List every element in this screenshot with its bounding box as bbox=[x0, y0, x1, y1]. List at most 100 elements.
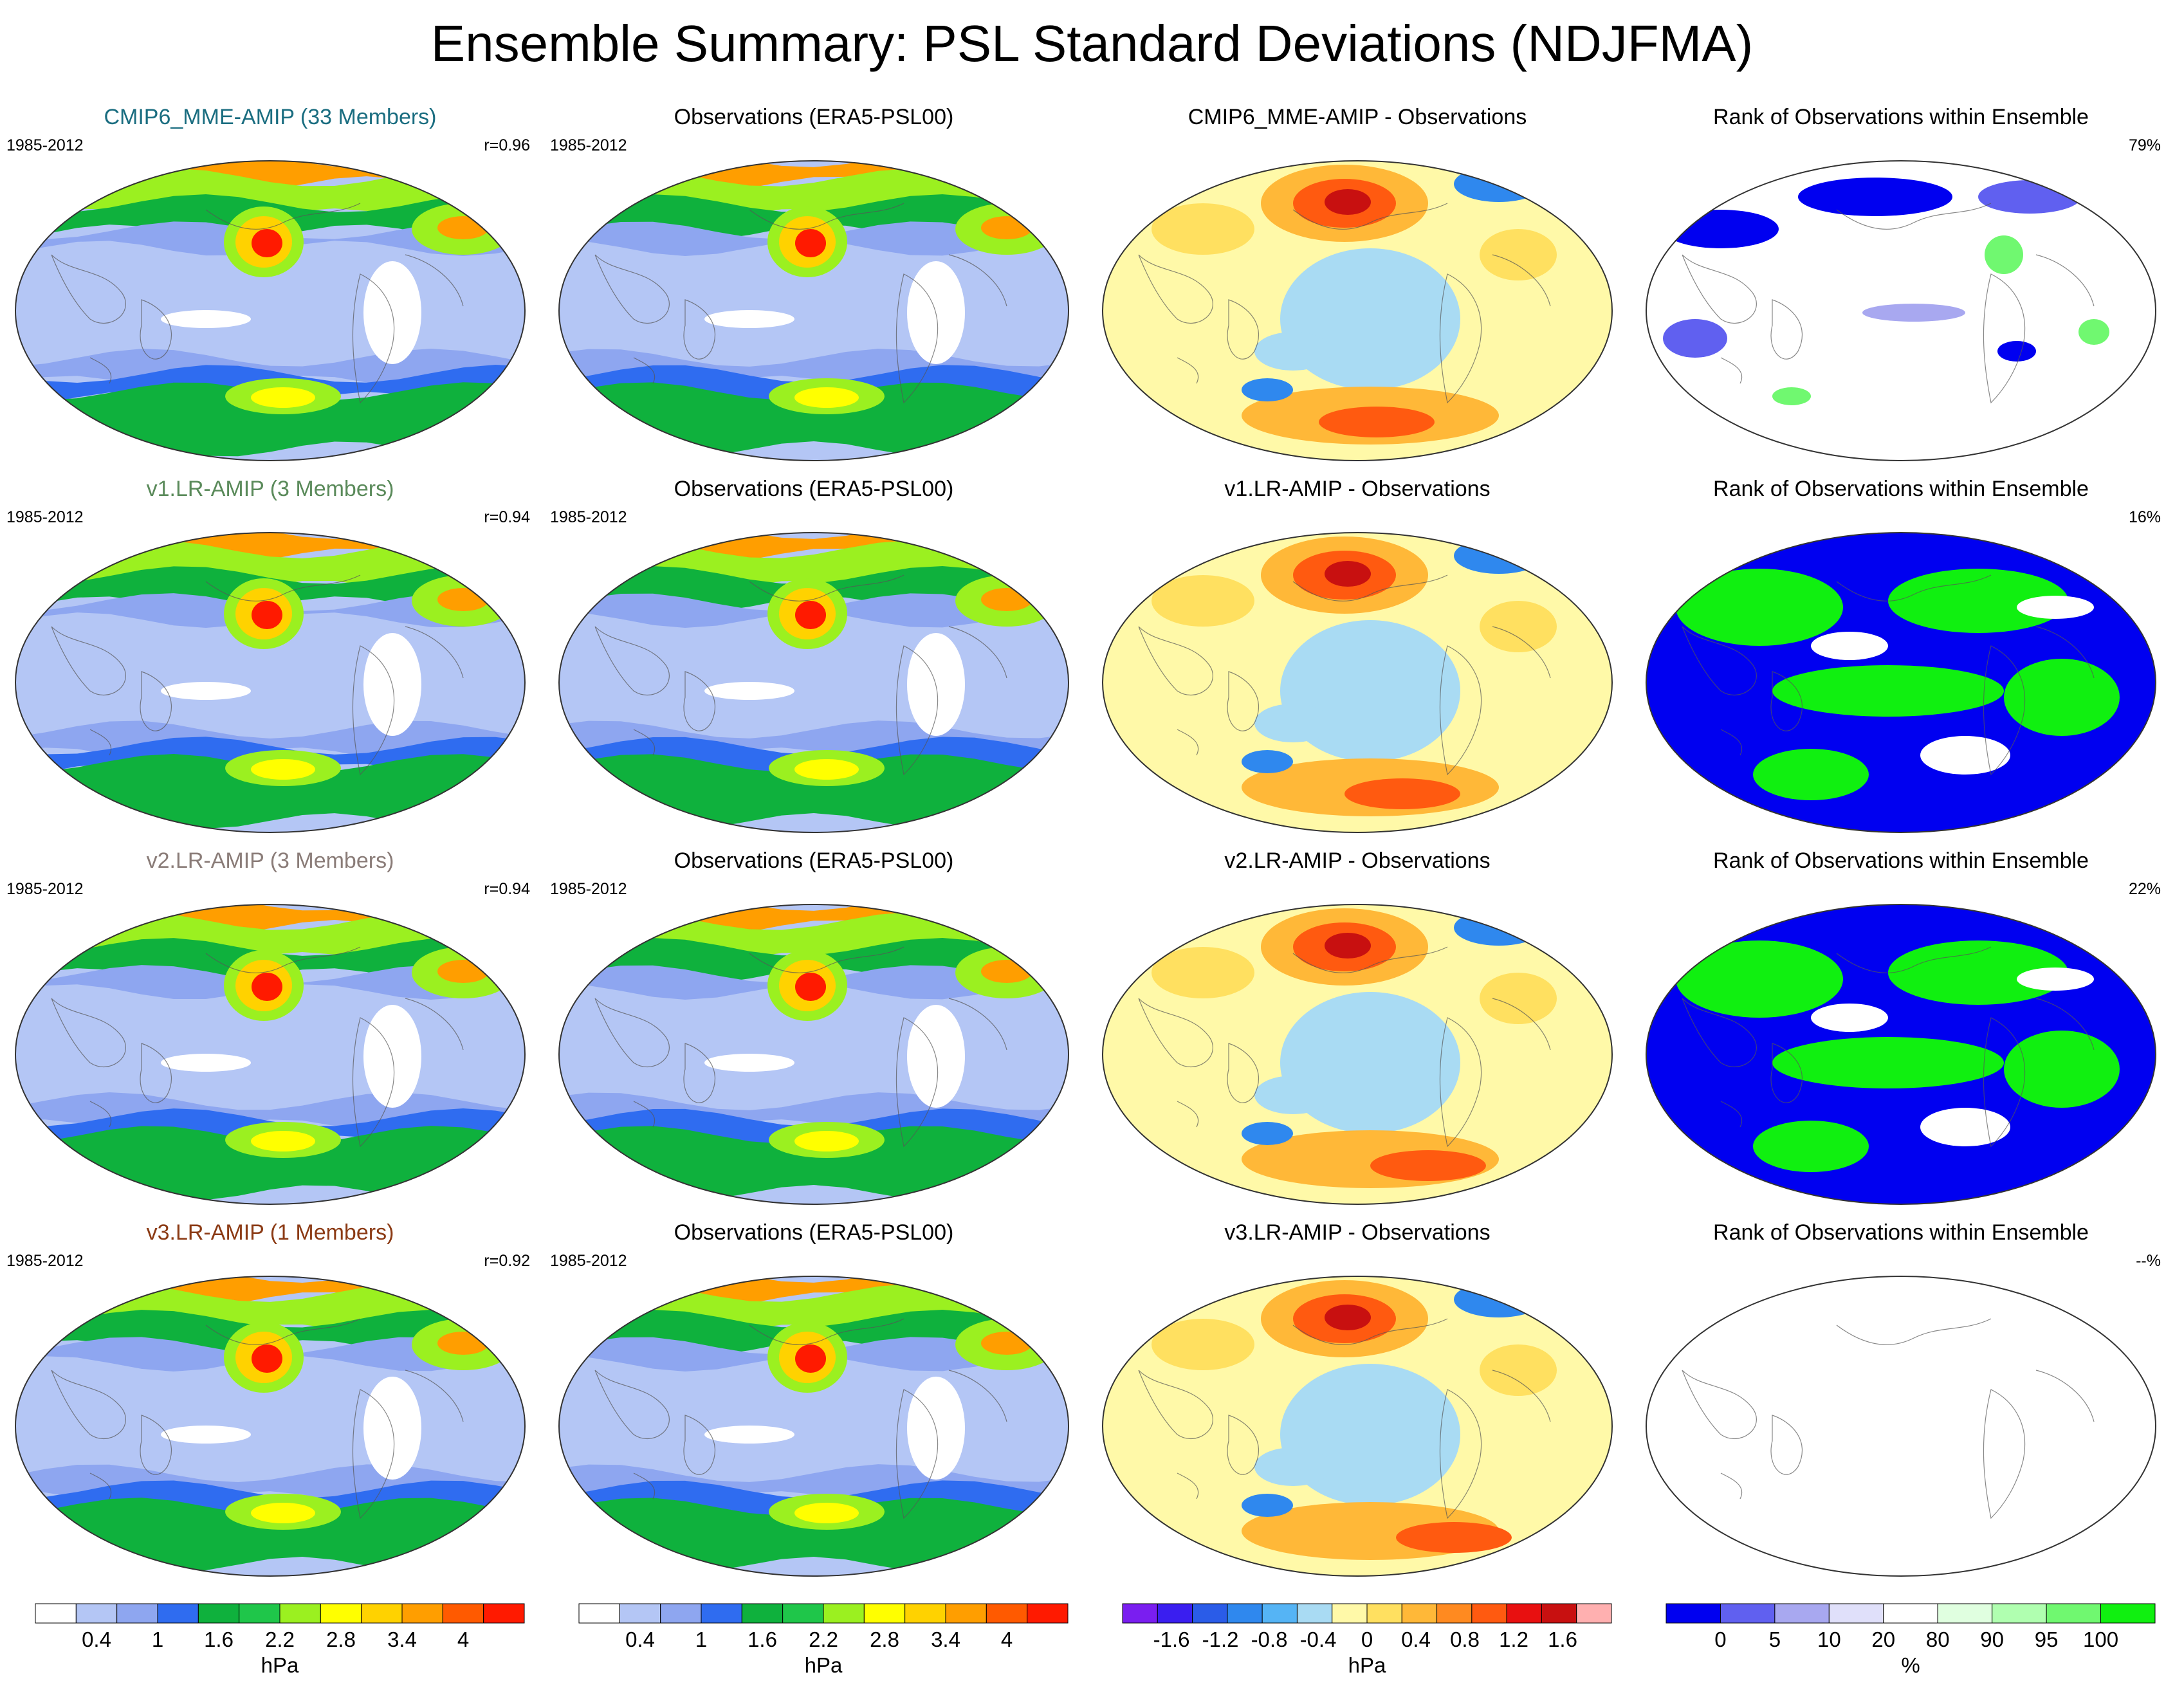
field-rank-mid-2 bbox=[1811, 1004, 1888, 1032]
map-diff bbox=[1102, 1276, 1613, 1577]
panel-correlation: r=0.94 bbox=[484, 880, 530, 898]
coastline bbox=[633, 1472, 656, 1500]
colorbar-tick-label: 3.4 bbox=[931, 1628, 960, 1651]
map-rank bbox=[1646, 904, 2156, 1205]
map-obs bbox=[558, 904, 1069, 1205]
colorbar-tick-label: 100 bbox=[2083, 1628, 2119, 1651]
coastline bbox=[205, 203, 361, 230]
coastline bbox=[1439, 1017, 1482, 1148]
coastline bbox=[1836, 946, 1992, 973]
coastline bbox=[948, 254, 1007, 307]
panel-title: v1.LR-AMIP (3 Members) bbox=[146, 477, 394, 501]
coastline bbox=[1292, 574, 1448, 601]
coastline bbox=[1720, 729, 1743, 756]
coastline bbox=[1983, 1389, 2026, 1519]
field-positive-north-core bbox=[1325, 1305, 1371, 1330]
field-weak-negative-2 bbox=[1254, 1447, 1332, 1486]
map-obs bbox=[558, 160, 1069, 461]
coastline bbox=[749, 946, 904, 973]
field-positive-south-core bbox=[1370, 1150, 1486, 1181]
field-low-tropics-2 bbox=[161, 310, 251, 328]
colorbar-tick-label: 0.4 bbox=[1401, 1628, 1431, 1651]
map-rank bbox=[1646, 532, 2156, 833]
coastline bbox=[1983, 645, 2026, 776]
colorbar-tick-label: 3.4 bbox=[387, 1628, 417, 1651]
colorbar-swatches bbox=[35, 1603, 525, 1624]
colorbar-tick-label: 5 bbox=[1768, 1628, 1781, 1651]
field-negative-north bbox=[1454, 910, 1544, 946]
coastline bbox=[1492, 998, 1551, 1050]
colorbar-swatch bbox=[1666, 1603, 1721, 1624]
field-low-tropics-2 bbox=[704, 1426, 794, 1444]
colorbar-swatch bbox=[35, 1603, 77, 1624]
colorbar-diff: -1.6 -1.2 -0.8 -0.4 0 0.4 0.8 1.2 1.6 hPa bbox=[1122, 1601, 1612, 1697]
colorbar-swatch bbox=[741, 1603, 784, 1624]
map-outline bbox=[1646, 1276, 2156, 1577]
coastline bbox=[895, 645, 939, 776]
coastline bbox=[895, 273, 939, 404]
field-band-southern-ocean bbox=[559, 1498, 1069, 1572]
colorbar-swatch bbox=[1541, 1603, 1577, 1624]
colorbar-tick-label: 2.2 bbox=[809, 1628, 838, 1651]
colorbar-tick-label: 1 bbox=[151, 1628, 164, 1651]
coastline bbox=[1682, 254, 1757, 324]
colorbar-swatch bbox=[1296, 1603, 1333, 1624]
panel-title: v2.LR-AMIP - Observations bbox=[1224, 848, 1491, 873]
colorbar-swatch bbox=[116, 1603, 158, 1624]
panel-rank-row3: Rank of Observations within Ensemble 22% bbox=[1637, 847, 2165, 1207]
colorbar-swatch bbox=[660, 1603, 702, 1624]
panel-rank-row4: Rank of Observations within Ensemble --% bbox=[1637, 1218, 2165, 1579]
colorbar-unit: hPa bbox=[804, 1653, 843, 1677]
coastline bbox=[140, 1043, 172, 1103]
field-band-southern-ocean bbox=[559, 754, 1069, 829]
coastline bbox=[352, 1389, 395, 1519]
coastline bbox=[1770, 671, 1803, 731]
coastline bbox=[405, 1370, 464, 1422]
panel-diff-row3: v2.LR-AMIP - Observations bbox=[1094, 847, 1621, 1207]
field-high-atlantic-core bbox=[437, 960, 489, 983]
field-positive-north-core bbox=[1325, 561, 1371, 587]
coastline bbox=[1439, 645, 1482, 776]
coastline bbox=[1492, 626, 1551, 679]
coastline bbox=[405, 254, 464, 307]
panel-diff-row4: v3.LR-AMIP - Observations bbox=[1094, 1218, 1621, 1579]
field-band-southern-ocean bbox=[15, 1498, 525, 1572]
panel-title: v3.LR-AMIP (1 Members) bbox=[146, 1220, 394, 1245]
coastline bbox=[2035, 626, 2095, 679]
coastline bbox=[1138, 626, 1213, 696]
panel-title: v3.LR-AMIP - Observations bbox=[1224, 1220, 1491, 1245]
field-rank-high-3 bbox=[1772, 1037, 2004, 1088]
map-model bbox=[15, 532, 526, 833]
colorbar-swatch bbox=[1576, 1603, 1612, 1624]
field-base bbox=[1646, 1276, 2156, 1576]
field-rank-high-2 bbox=[1888, 569, 2068, 633]
coastline bbox=[948, 626, 1007, 679]
map-outline bbox=[15, 160, 526, 461]
coastline bbox=[2035, 998, 2095, 1050]
colorbar-swatch bbox=[945, 1603, 987, 1624]
panel-period: 1985-2012 bbox=[550, 508, 627, 526]
coastline bbox=[1177, 729, 1199, 756]
coastline bbox=[594, 626, 670, 696]
field-positive-east bbox=[1480, 1344, 1557, 1396]
field-high-south-core bbox=[794, 759, 859, 780]
map-outline bbox=[558, 904, 1069, 1205]
colorbar-tick-label: 1.2 bbox=[1499, 1628, 1528, 1651]
colorbar-swatch bbox=[1192, 1603, 1228, 1624]
coastline bbox=[1836, 574, 1992, 601]
coastline bbox=[89, 1472, 112, 1500]
panel-model-row2: v1.LR-AMIP (3 Members) 1985-2012 r=0.94 bbox=[6, 475, 534, 835]
colorbar-swatch bbox=[483, 1603, 525, 1624]
field-high-south-core bbox=[251, 1503, 315, 1523]
colorbar-sd_obs: 0.4 1 1.6 2.2 2.8 3.4 4 hPa bbox=[578, 1601, 1069, 1697]
panel-title: Rank of Observations within Ensemble bbox=[1713, 105, 2089, 129]
map-model bbox=[15, 160, 526, 461]
map-outline bbox=[1102, 532, 1613, 833]
colorbar-unit: % bbox=[1901, 1653, 1920, 1677]
colorbar-tick-label: 2.8 bbox=[870, 1628, 899, 1651]
colorbar-swatch bbox=[1471, 1603, 1507, 1624]
coastline bbox=[1227, 671, 1259, 731]
field-negative-south bbox=[1242, 378, 1293, 401]
colorbar-swatch bbox=[1774, 1603, 1830, 1624]
coastline bbox=[633, 357, 656, 384]
